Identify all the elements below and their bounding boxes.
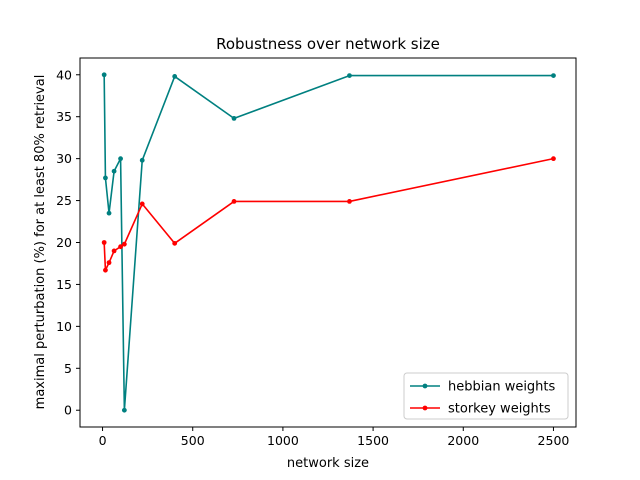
data-point (121, 241, 127, 247)
y-tick-label: 0 (64, 403, 72, 418)
data-point (139, 157, 145, 163)
chart-title: Robustness over network size (216, 35, 440, 53)
data-point (106, 210, 112, 216)
legend: hebbian weights storkey weights (403, 372, 569, 420)
series-0 (101, 72, 556, 413)
data-point (551, 73, 556, 79)
x-tick-label: 1000 (267, 433, 299, 448)
data-point (172, 74, 178, 79)
data-point (347, 73, 352, 79)
data-point (101, 72, 107, 78)
x-axis: 0 500 1000 1500 2000 2500 (99, 427, 570, 448)
y-tick-label: 35 (56, 109, 72, 124)
x-tick-label: 1500 (357, 433, 389, 448)
data-point (231, 199, 237, 204)
data-point (551, 156, 556, 162)
data-point (118, 156, 123, 162)
legend-swatch-marker (422, 405, 428, 411)
y-axis: 0 5 10 15 20 25 30 35 40 (56, 67, 80, 418)
data-point (347, 199, 352, 204)
series-1 (101, 156, 556, 273)
data-point (106, 260, 112, 266)
data-point (121, 407, 127, 413)
data-point (231, 115, 237, 121)
y-tick-label: 30 (56, 151, 72, 166)
data-point (103, 175, 108, 181)
legend-box (403, 372, 569, 420)
x-tick-label: 2500 (538, 433, 570, 448)
data-point (118, 244, 123, 250)
y-tick-label: 10 (56, 319, 72, 334)
y-tick-label: 5 (64, 361, 72, 376)
y-tick-label: 20 (56, 235, 72, 250)
x-axis-title: network size (287, 456, 369, 471)
data-point (101, 240, 107, 245)
y-tick-label: 15 (56, 277, 72, 292)
data-point (172, 240, 178, 246)
legend-swatch-marker (422, 383, 428, 389)
y-tick-label: 25 (56, 193, 72, 208)
x-tick-label: 0 (99, 433, 107, 448)
legend-label: storkey weights (448, 402, 551, 417)
series-layer (101, 72, 556, 413)
data-point (103, 267, 108, 273)
x-tick-label: 500 (181, 433, 205, 448)
x-tick-label: 2000 (447, 433, 479, 448)
legend-label: hebbian weights (448, 380, 556, 395)
y-tick-label: 40 (56, 67, 72, 82)
data-point (139, 201, 145, 207)
data-point (111, 168, 117, 174)
y-axis-title: maximal perturbation (%) for at least 80… (33, 75, 48, 410)
data-point (111, 248, 117, 254)
